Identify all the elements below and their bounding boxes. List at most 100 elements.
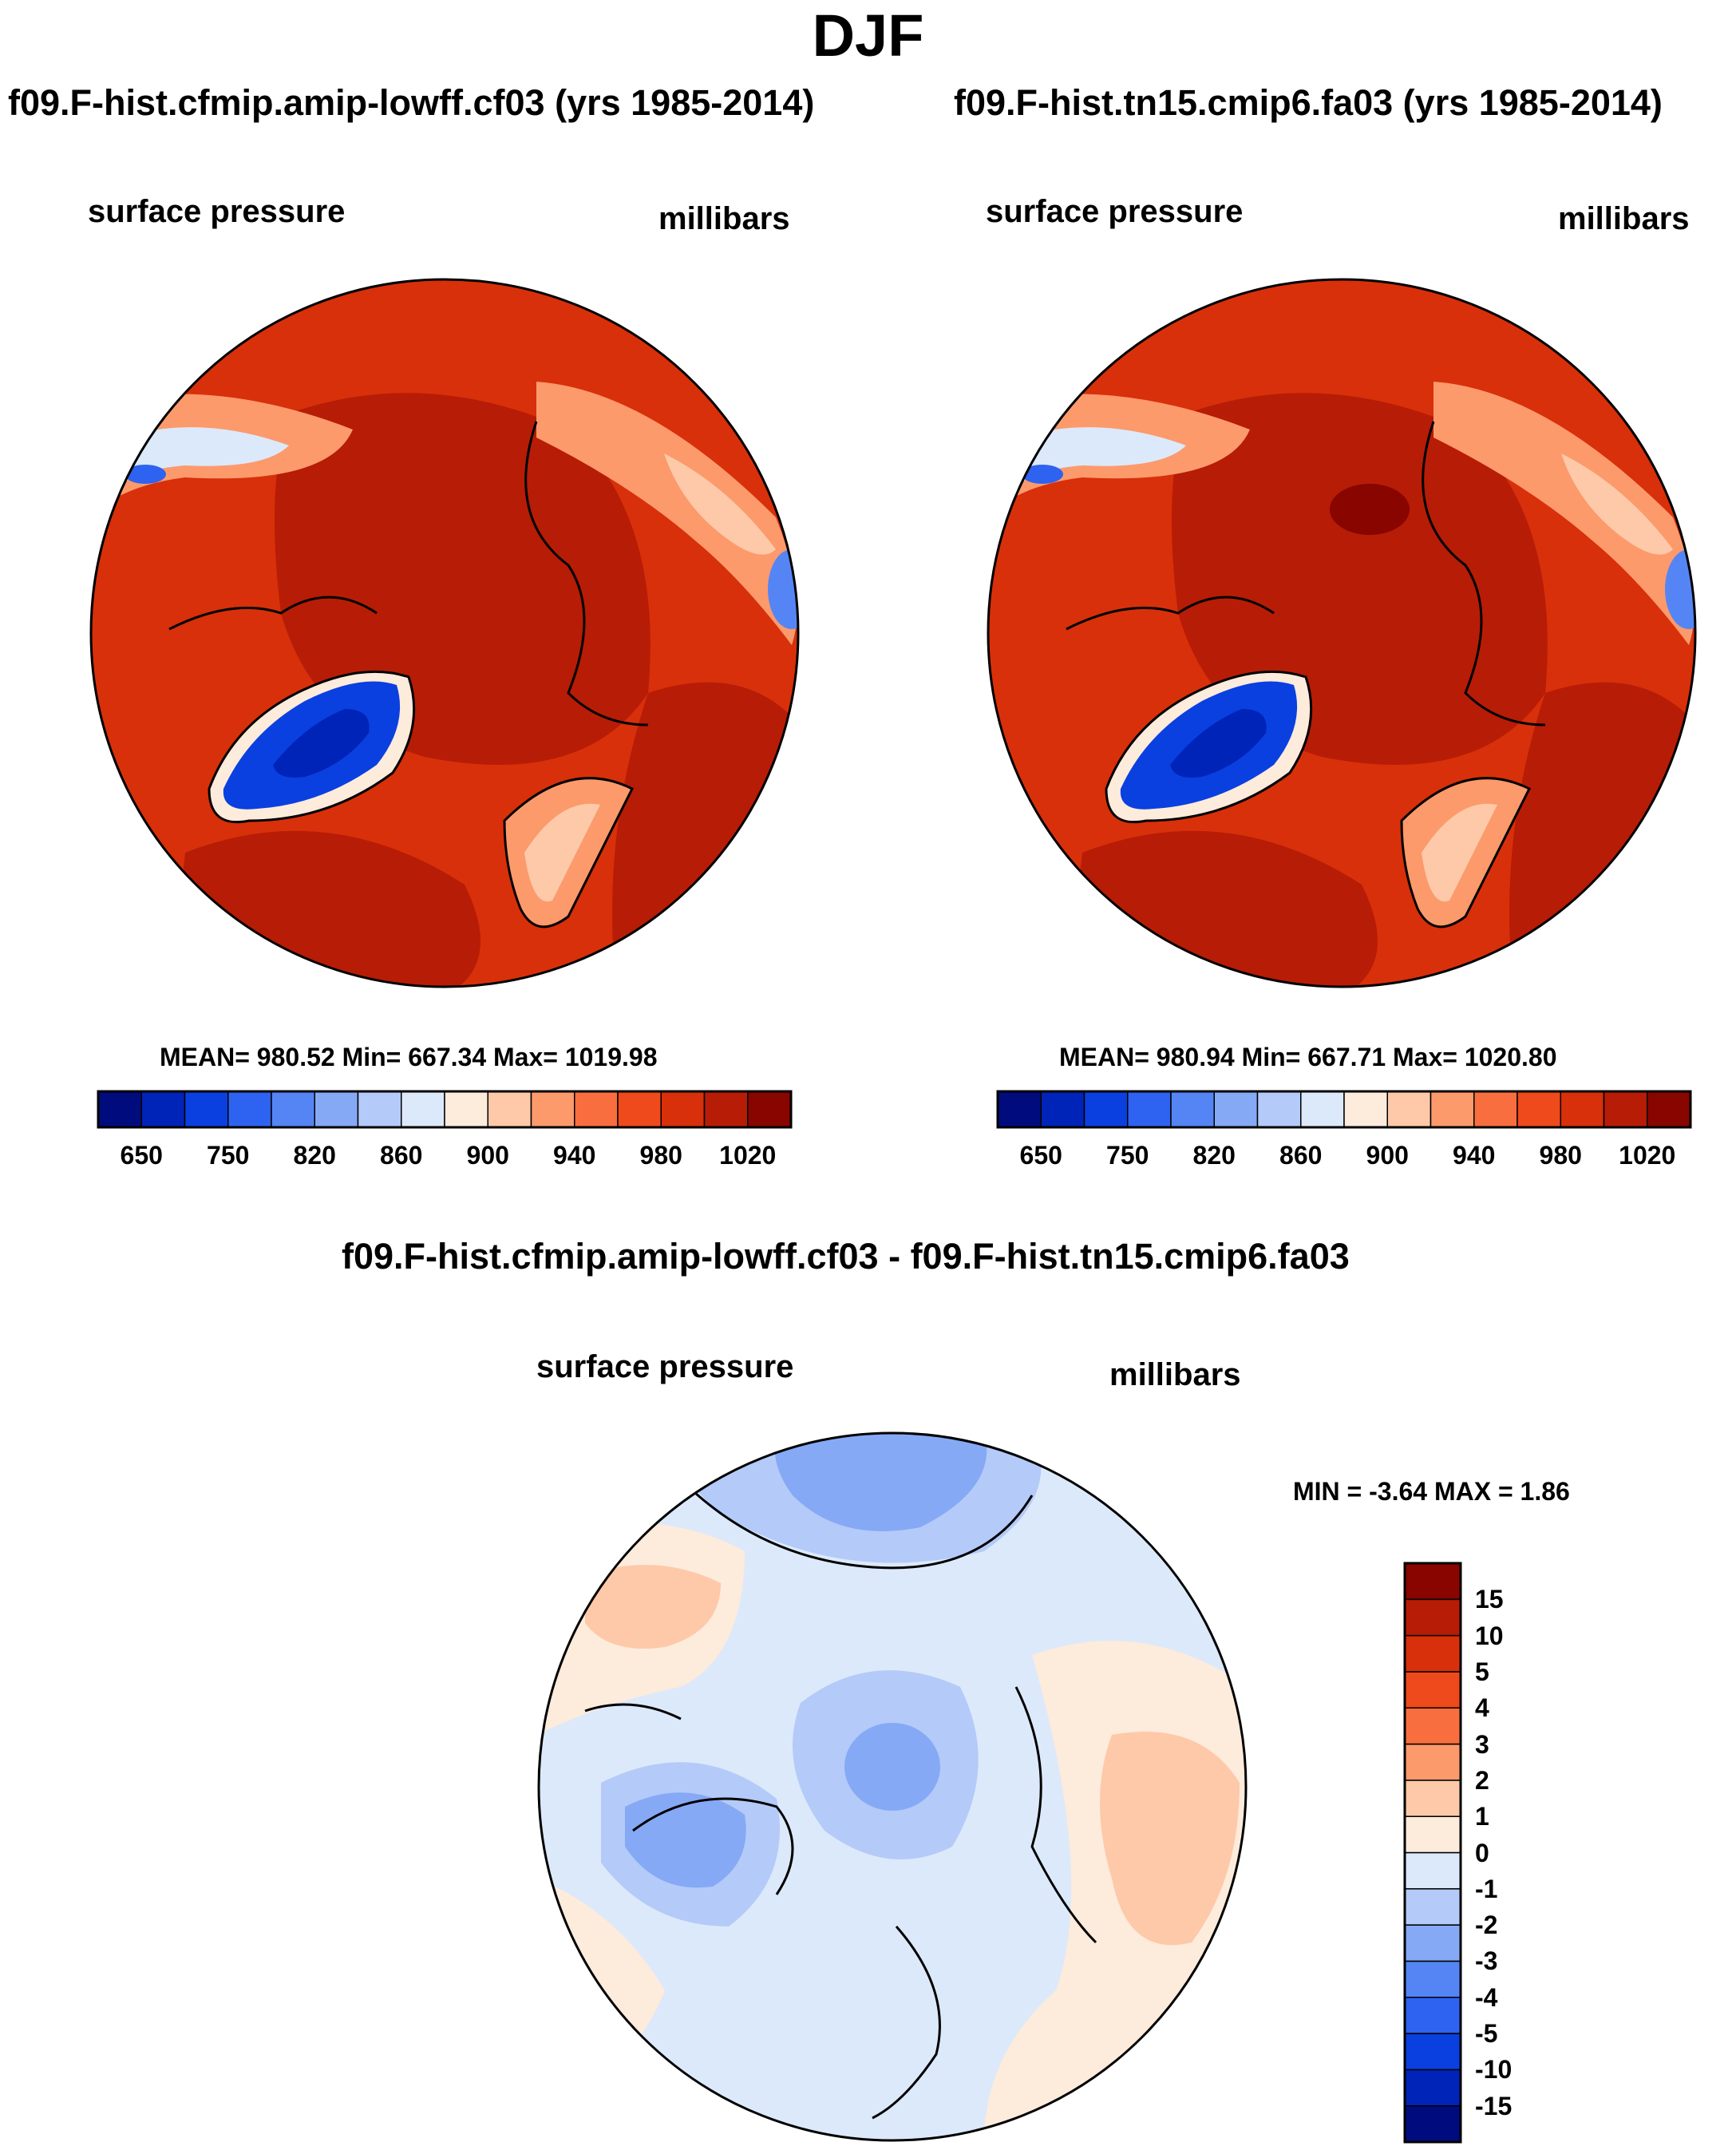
colorbar-swatch <box>227 1091 272 1128</box>
colorbar-tick-label: 860 <box>380 1141 423 1170</box>
colorbar-swatch <box>97 1091 142 1128</box>
colorbar-tick-label: 650 <box>1019 1141 1062 1170</box>
colorbar-swatch <box>1517 1091 1561 1128</box>
colorbar-tick-label: -2 <box>1475 1910 1498 1940</box>
colorbar-frame <box>97 1090 793 1129</box>
colorbar-swatch <box>617 1091 662 1128</box>
colorbar-swatch <box>530 1091 575 1128</box>
panel2-map <box>987 278 1697 988</box>
panel2-colorbar <box>996 1090 1692 1129</box>
colorbar-tick-label: -5 <box>1475 2019 1498 2049</box>
colorbar-swatch <box>1647 1091 1691 1128</box>
rockies-light-region <box>536 382 797 645</box>
colorbar-swatch <box>1083 1091 1129 1128</box>
colorbar-tick-label: 1020 <box>719 1141 777 1170</box>
panel2-stats: MEAN= 980.94 Min= 667.71 Max= 1020.80 <box>1059 1043 1557 1071</box>
difference-variable-label: surface pressure <box>536 1349 794 1384</box>
colorbar-swatch <box>357 1091 402 1128</box>
difference-units-label: millibars <box>1109 1357 1241 1392</box>
colorbar-tick-label: 10 <box>1475 1621 1504 1650</box>
colorbar-swatch <box>1404 1960 1461 1998</box>
colorbar-swatch <box>1404 1997 1461 2034</box>
greenland-core <box>1170 709 1267 778</box>
difference-colorbar <box>1403 1562 1462 2144</box>
colorbar-swatch <box>1404 2104 1461 2143</box>
map-frame <box>537 1431 1248 2142</box>
colorbar-swatch <box>1473 1091 1518 1128</box>
colorbar-swatch <box>1560 1091 1605 1128</box>
colorbar-swatch <box>1404 1888 1461 1926</box>
colorbar-swatch <box>1404 1598 1461 1637</box>
colorbar-swatch <box>1343 1091 1388 1128</box>
panel1-colorbar <box>97 1090 793 1129</box>
difference-map <box>537 1431 1248 2142</box>
coastline-outline <box>1066 421 1546 928</box>
panel2-units-label: millibars <box>1558 201 1690 236</box>
colorbar-swatch <box>1404 1743 1461 1781</box>
colorbar-tick-label: 900 <box>466 1141 509 1170</box>
rockies-low-spot <box>768 549 798 629</box>
colorbar-swatch <box>271 1091 315 1128</box>
tibet-low-spot <box>1022 465 1063 484</box>
colorbar-swatch <box>1386 1091 1432 1128</box>
colorbar-swatch <box>1040 1091 1085 1128</box>
colorbar-tick-label: -15 <box>1475 2091 1513 2120</box>
colorbar-tick-label: 820 <box>1192 1141 1236 1170</box>
colorbar-swatch <box>1170 1091 1215 1128</box>
asia-strong-positive <box>585 1565 721 1649</box>
map-frame <box>89 278 800 988</box>
colorbar-tick-label: 650 <box>120 1141 163 1170</box>
colorbar-swatch <box>1127 1091 1172 1128</box>
panel2-variable-label: surface pressure <box>986 194 1244 229</box>
colorbar-tick-label: 3 <box>1475 1729 1489 1759</box>
colorbar-swatch <box>1603 1091 1648 1128</box>
colorbar-tick-label: 980 <box>1539 1141 1582 1170</box>
north-america-region <box>612 682 798 987</box>
colorbar-swatch <box>1256 1091 1302 1128</box>
panel1-units-label: millibars <box>658 201 790 236</box>
colorbar-tick-label: 820 <box>293 1141 336 1170</box>
colorbar-swatch <box>1404 1924 1461 1962</box>
colorbar-swatch <box>1404 1851 1461 1890</box>
difference-stats: MIN = -3.64 MAX = 1.86 <box>1293 1477 1570 1506</box>
colorbar-swatch <box>1404 2033 1461 2071</box>
difference-colorbar-labels: -15 -10 -5 -4 -3 -2 -1 0 1 2 3 4 5 10 15 <box>1475 1563 1595 2142</box>
map-frame <box>987 278 1697 988</box>
panel2-colorbar-labels: 650 750 820 860 900 940 980 1020 <box>998 1141 1691 1173</box>
colorbar-tick-label: 5 <box>1475 1657 1489 1686</box>
colorbar-swatch <box>401 1091 445 1128</box>
arctic-max-spot <box>1330 484 1410 535</box>
greenland-core <box>273 709 370 778</box>
panel1-variable-label: surface pressure <box>88 194 346 229</box>
colorbar-swatch <box>1404 1780 1461 1817</box>
colorbar-swatch <box>997 1091 1042 1128</box>
colorbar-swatch <box>574 1091 619 1128</box>
panel1-map <box>89 278 800 988</box>
colorbar-tick-label: 940 <box>1453 1141 1496 1170</box>
tibet-lighter-region <box>121 427 289 485</box>
colorbar-swatch <box>1213 1091 1259 1128</box>
scandinavia-lighter <box>524 803 600 902</box>
colorbar-tick-label: 860 <box>1279 1141 1323 1170</box>
colorbar-swatch <box>1404 1562 1461 1601</box>
colorbar-tick-label: 4 <box>1475 1693 1489 1723</box>
colorbar-swatch <box>660 1091 706 1128</box>
rockies-light-region <box>1433 382 1694 645</box>
colorbar-tick-label: 750 <box>1106 1141 1149 1170</box>
tibet-low-spot <box>125 465 166 484</box>
panel1-colorbar-labels: 650 750 820 860 900 940 980 1020 <box>98 1141 791 1173</box>
colorbar-swatch <box>1430 1091 1475 1128</box>
colorbar-swatch <box>1404 2069 1461 2107</box>
colorbar-swatch <box>487 1091 532 1128</box>
colorbar-tick-label: 980 <box>639 1141 682 1170</box>
arctic-core-negative <box>844 1723 940 1811</box>
siberia-strong-negative <box>774 1433 987 1531</box>
colorbar-tick-label: 940 <box>553 1141 596 1170</box>
colorbar-swatch <box>1404 1671 1461 1709</box>
colorbar-swatch <box>747 1091 792 1128</box>
colorbar-tick-label: 2 <box>1475 1765 1489 1795</box>
panel2-title: f09.F-hist.tn15.cmip6.fa03 (yrs 1985-201… <box>954 82 1663 123</box>
colorbar-swatch <box>703 1091 749 1128</box>
colorbar-frame <box>1403 1562 1462 2144</box>
colorbar-tick-label: -3 <box>1475 1946 1498 1976</box>
